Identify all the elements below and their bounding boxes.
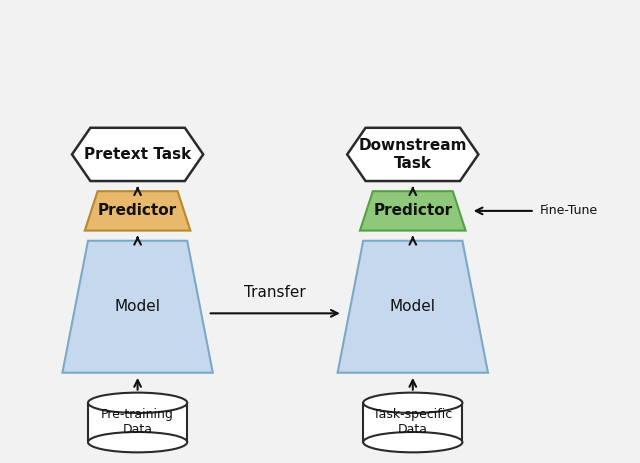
Ellipse shape <box>88 432 188 452</box>
Polygon shape <box>347 128 479 181</box>
Polygon shape <box>364 403 463 442</box>
Ellipse shape <box>88 393 188 413</box>
Text: Predictor: Predictor <box>98 203 177 219</box>
Text: Fine-Tune: Fine-Tune <box>540 204 598 218</box>
Polygon shape <box>72 128 204 181</box>
Text: Task-specific
Data: Task-specific Data <box>373 408 452 437</box>
Text: Predictor: Predictor <box>373 203 452 219</box>
Polygon shape <box>63 241 212 373</box>
Text: Downstream
Task: Downstream Task <box>358 138 467 170</box>
Polygon shape <box>88 403 187 442</box>
Ellipse shape <box>364 432 463 452</box>
Polygon shape <box>85 191 191 231</box>
Text: Model: Model <box>115 299 161 314</box>
Text: Model: Model <box>390 299 436 314</box>
Text: Pre-training
Data: Pre-training Data <box>101 408 174 437</box>
Polygon shape <box>338 241 488 373</box>
Polygon shape <box>360 191 466 231</box>
Text: Transfer: Transfer <box>244 285 306 300</box>
Text: Pretext Task: Pretext Task <box>84 147 191 162</box>
Ellipse shape <box>364 393 463 413</box>
